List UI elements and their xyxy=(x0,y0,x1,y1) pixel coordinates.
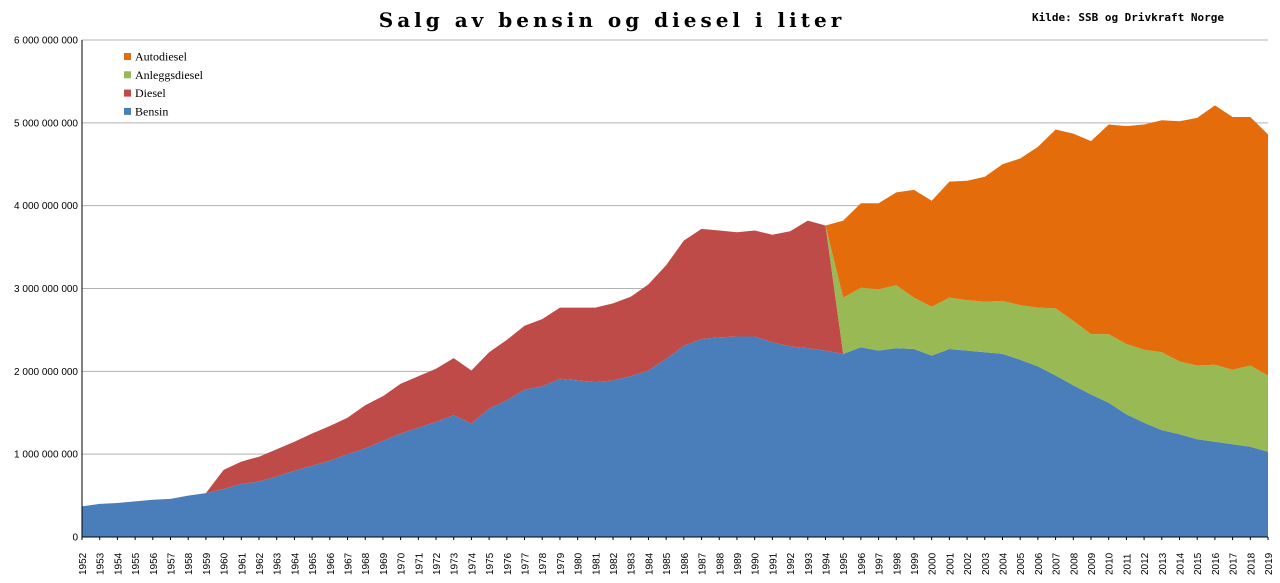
x-tick-label: 2009 xyxy=(1087,552,1098,575)
x-tick-label: 2016 xyxy=(1211,552,1222,575)
x-tick-label: 1978 xyxy=(538,552,549,575)
x-tick-label: 1957 xyxy=(167,552,178,575)
x-tick-label: 1954 xyxy=(113,552,124,575)
y-tick-label: 5 000 000 000 xyxy=(14,118,78,129)
x-tick-label: 1961 xyxy=(237,552,248,575)
x-tick-label: 2014 xyxy=(1175,552,1186,575)
x-tick-label: 2011 xyxy=(1122,553,1133,575)
x-tick-label: 2000 xyxy=(928,552,939,575)
x-tick-label: 1962 xyxy=(255,552,266,575)
x-tick-label: 1963 xyxy=(273,552,284,575)
legend-label-diesel: Diesel xyxy=(135,86,166,100)
x-tick-label: 1976 xyxy=(503,552,514,575)
x-tick-label: 1986 xyxy=(680,552,691,575)
legend-label-anleggsdiesel: Anleggsdiesel xyxy=(135,68,204,82)
y-tick-label: 1 000 000 000 xyxy=(14,450,78,461)
x-tick-label: 1979 xyxy=(556,552,567,575)
x-tick-label: 1955 xyxy=(131,552,142,575)
y-tick-label: 3 000 000 000 xyxy=(14,284,78,295)
area-autodiesel xyxy=(825,105,1268,376)
x-tick-label: 2015 xyxy=(1193,552,1204,575)
legend-swatch-autodiesel xyxy=(124,53,131,60)
x-tick-label: 2012 xyxy=(1140,552,1151,575)
x-tick-label: 2004 xyxy=(998,552,1009,575)
legend-label-bensin: Bensin xyxy=(135,104,168,118)
x-tick-label: 1966 xyxy=(326,552,337,575)
x-tick-label: 2013 xyxy=(1158,552,1169,575)
x-tick-label: 2003 xyxy=(981,552,992,575)
x-tick-label: 1958 xyxy=(184,552,195,575)
x-tick-label: 1991 xyxy=(768,552,779,575)
x-tick-label: 1959 xyxy=(202,552,213,575)
y-tick-label: 2 000 000 000 xyxy=(14,367,78,378)
x-tick-label: 1995 xyxy=(839,552,850,575)
x-tick-label: 1987 xyxy=(698,552,709,575)
x-tick-label: 1998 xyxy=(892,552,903,575)
x-tick-label: 1997 xyxy=(875,552,886,575)
y-tick-label: 6 000 000 000 xyxy=(14,36,78,47)
x-tick-label: 2019 xyxy=(1264,552,1275,575)
x-tick-label: 2010 xyxy=(1105,552,1116,575)
x-tick-label: 2005 xyxy=(1016,552,1027,575)
x-tick-label: 1989 xyxy=(733,552,744,575)
area-anleggsdiesel xyxy=(825,225,1268,452)
x-tick-label: 1984 xyxy=(644,552,655,575)
x-tick-label: 1956 xyxy=(149,552,160,575)
x-tick-label: 1990 xyxy=(751,552,762,575)
x-tick-label: 1967 xyxy=(344,552,355,575)
x-tick-label: 1964 xyxy=(290,552,301,575)
x-tick-label: 1992 xyxy=(786,552,797,575)
x-tick-label: 1969 xyxy=(379,552,390,575)
x-tick-label: 1952 xyxy=(78,552,89,575)
legend-label-autodiesel: Autodiesel xyxy=(135,50,188,64)
axes xyxy=(81,40,1269,540)
x-tick-labels: 1952 1953 1954 1955 1956 1957 1958 1959 1960 1961… xyxy=(78,552,1275,575)
x-tick-label: 1975 xyxy=(485,552,496,575)
x-tick-label: 1973 xyxy=(450,552,461,575)
x-tick-label: 1982 xyxy=(609,552,620,575)
x-tick-label: 2007 xyxy=(1052,552,1063,575)
x-tick-label: 2017 xyxy=(1229,552,1240,575)
y-tick-labels: 0 1 000 000 000 2 000 000 000 3 000 000 000… xyxy=(14,36,78,544)
x-tick-label: 1996 xyxy=(857,552,868,575)
chart-title: Salg av bensin og diesel i liter xyxy=(379,8,846,32)
source-note: Kilde: SSB og Drivkraft Norge xyxy=(1032,11,1224,24)
legend-swatch-anleggsdiesel xyxy=(124,71,131,79)
legend-swatch-bensin xyxy=(124,107,131,115)
x-tick-label: 2001 xyxy=(945,552,956,575)
x-tick-label: 1985 xyxy=(662,552,673,575)
x-tick-label: 2008 xyxy=(1069,552,1080,575)
x-tick-label: 1981 xyxy=(591,552,602,575)
x-tick-label: 1974 xyxy=(467,552,478,575)
x-tick-label: 2006 xyxy=(1034,552,1045,575)
x-tick-label: 1993 xyxy=(804,552,815,575)
x-tick-label: 1970 xyxy=(397,552,408,575)
y-tick-label: 4 000 000 000 xyxy=(14,201,78,212)
x-tick-label: 1980 xyxy=(574,552,585,575)
legend: Autodiesel Anleggsdiesel Diesel Bensin xyxy=(124,50,204,118)
x-tick-label: 1983 xyxy=(627,552,638,575)
x-tick-label: 1960 xyxy=(220,552,231,575)
y-tick-label: 0 xyxy=(72,533,78,544)
legend-swatch-diesel xyxy=(124,89,131,97)
area-bensin xyxy=(82,336,1268,537)
x-tick-label: 1994 xyxy=(821,552,832,575)
x-tick-label: 1953 xyxy=(96,552,107,575)
x-tick-label: 1965 xyxy=(308,552,319,575)
x-tick-label: 2018 xyxy=(1246,552,1257,575)
x-tick-label: 1999 xyxy=(910,552,921,575)
x-tick-label: 1972 xyxy=(432,552,443,575)
plot-areas xyxy=(82,105,1268,537)
area-diesel xyxy=(205,220,844,494)
x-tick-label: 1968 xyxy=(361,552,372,575)
x-tick-label: 1977 xyxy=(521,552,532,575)
x-tick-label: 1988 xyxy=(715,552,726,575)
x-tick-label: 2002 xyxy=(963,552,974,575)
x-tick-label: 1971 xyxy=(414,552,425,575)
